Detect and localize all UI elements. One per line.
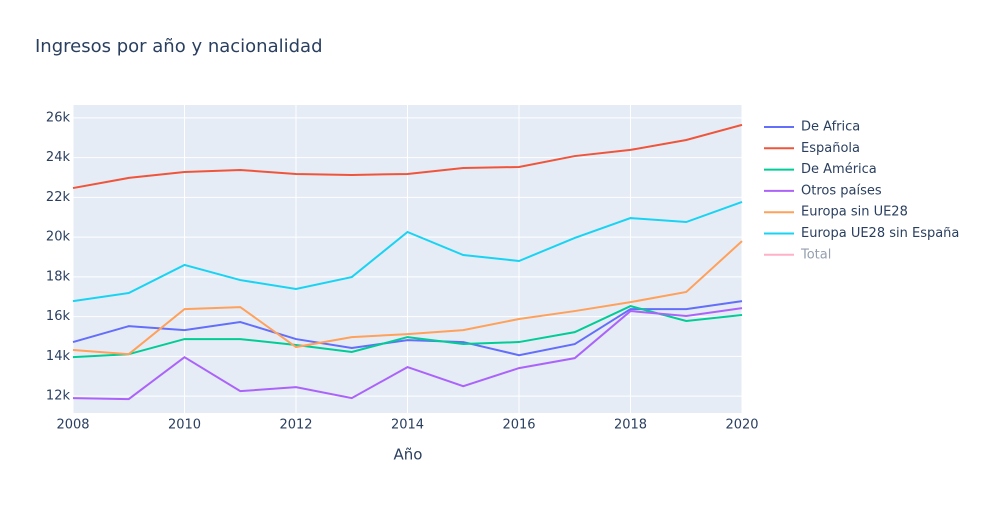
line-series [72, 307, 743, 401]
x-tick-label: 2018 [614, 418, 647, 433]
x-tick-label: 2008 [56, 418, 89, 433]
legend-label: Otros países [801, 183, 882, 198]
line-series [72, 240, 743, 356]
line-series [72, 305, 743, 359]
chart-title: Ingresos por año y nacionalidad [35, 36, 323, 57]
legend-label: Española [801, 141, 860, 156]
legend-label: Total [800, 247, 831, 262]
line-series [72, 201, 743, 303]
line-series [72, 123, 743, 190]
legend-label: De América [801, 162, 877, 177]
y-tick-label: 24k [46, 150, 71, 165]
y-tick-label: 22k [46, 190, 71, 205]
x-tick-label: 2016 [502, 418, 535, 433]
x-tick-label: 2014 [391, 418, 424, 433]
x-tick-label: 2010 [168, 418, 201, 433]
y-tick-label: 26k [46, 110, 71, 125]
x-tick-label: 2020 [725, 418, 758, 433]
y-tick-label: 18k [46, 269, 71, 284]
x-tick-label: 2012 [279, 418, 312, 433]
legend-label: De Africa [801, 120, 860, 135]
y-tick-label: 20k [46, 230, 71, 245]
legend-label: Europa sin UE28 [801, 205, 908, 220]
legend-label: Europa UE28 sin España [801, 226, 959, 241]
y-tick-label: 16k [46, 309, 71, 324]
y-tick-label: 12k [46, 389, 71, 404]
y-tick-label: 14k [46, 349, 71, 364]
line-series [72, 300, 743, 357]
x-axis-label: Año [394, 446, 423, 464]
